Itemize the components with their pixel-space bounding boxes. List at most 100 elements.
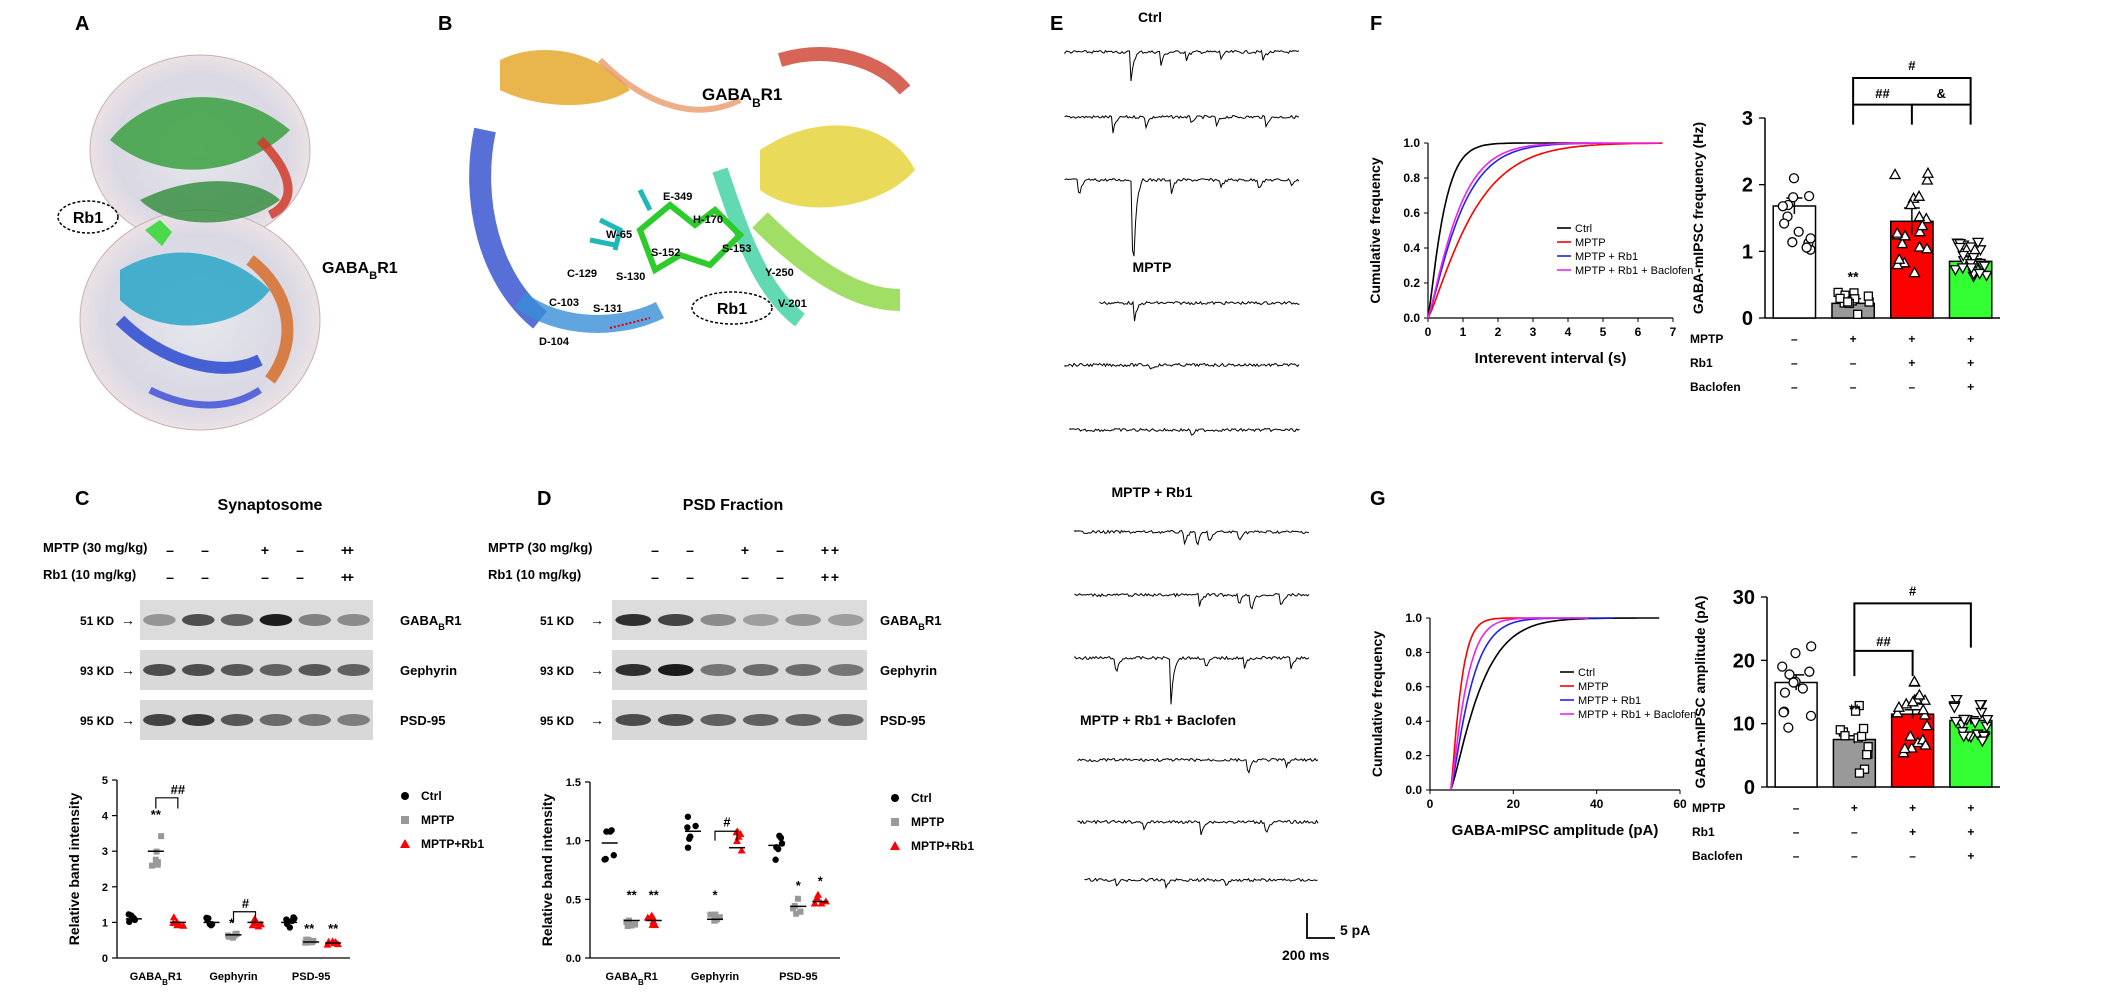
sig-bracket <box>232 911 257 923</box>
residue-c103: C-103 <box>549 297 579 309</box>
treatment-sign: – <box>686 542 694 558</box>
cdf-line <box>1450 617 1589 791</box>
blot-band <box>220 714 254 726</box>
data-point <box>154 859 161 866</box>
data-point <box>624 923 631 930</box>
data-point <box>1973 268 1986 280</box>
y-tick-label: 2 <box>1742 175 1753 197</box>
y-tick-label: 4 <box>102 811 109 823</box>
data-point <box>1777 661 1788 672</box>
data-point <box>1913 210 1926 222</box>
blot-band <box>657 614 694 626</box>
y-tick-label: 0.8 <box>1405 645 1422 659</box>
sig-stars: ** <box>304 921 315 936</box>
protein-surface-illustration <box>79 54 321 431</box>
sig-stars: ** <box>649 887 660 902</box>
data-point <box>794 895 801 902</box>
binding-site-illustration <box>469 40 920 333</box>
data-point <box>1980 270 1993 282</box>
data-point <box>1964 242 1977 254</box>
cdf-line <box>1427 142 1663 319</box>
data-point <box>1976 736 1989 748</box>
y-tick-label: 1 <box>102 917 108 929</box>
data-point <box>1853 309 1863 319</box>
sig-stars: * <box>229 916 235 931</box>
legend-label: Ctrl <box>1575 223 1592 235</box>
data-point <box>625 919 632 926</box>
data-point <box>1805 233 1816 244</box>
blot-band <box>785 664 822 676</box>
treatment-sign: – <box>296 542 304 558</box>
d-blot-3 <box>612 700 867 740</box>
treatment-sign: + <box>1850 332 1857 346</box>
residue-y250: Y-250 <box>765 267 794 279</box>
treatment-sign: – <box>1850 356 1857 370</box>
x-tick-label: 0 <box>1425 325 1432 339</box>
blot-band <box>298 614 332 626</box>
treatment-sign: – <box>166 542 174 558</box>
treatment-sign: + <box>1967 380 1974 394</box>
blot-band <box>181 664 215 676</box>
data-point <box>1858 723 1869 734</box>
mipsc-trace <box>1077 757 1319 774</box>
sig-stars: ** <box>1848 268 1859 284</box>
data-point <box>1835 293 1845 304</box>
data-point <box>1896 237 1909 249</box>
data-point <box>1784 669 1795 680</box>
cdf-line <box>1450 617 1660 791</box>
residue-s131: S-131 <box>593 303 622 315</box>
blot-band <box>337 664 370 676</box>
y-axis-label: Cumulative frequency <box>1369 631 1385 777</box>
data-point <box>1788 173 1800 184</box>
panel-g: G 0.0 0.2 0.4 0.6 0.8 1.0 0 20 40 60 GABA-mIPSC am… <box>1369 488 2000 863</box>
residue-s152: S-152 <box>651 247 680 259</box>
c-band-chart: 0 1 2 3 4 5 Relative band intensity GABABR1 Geph… <box>66 775 484 987</box>
data-point <box>1893 252 1906 264</box>
blot-band <box>181 714 215 726</box>
treatment-row-label: Rb1 <box>1690 356 1713 370</box>
treatment-sign: – <box>1909 849 1916 863</box>
bar <box>1774 681 1818 788</box>
panel-letter-b: B <box>438 13 452 35</box>
sig-bracket <box>714 830 738 841</box>
sig-bracket <box>155 797 179 809</box>
data-point <box>1917 703 1930 715</box>
sig-hash: # <box>1908 58 1916 73</box>
treatment-sign: – <box>686 569 694 585</box>
f-cdf-chart: 0.0 0.2 0.4 0.6 0.8 1.0 0 1 2 3 4 5 6 7 Interevent int… <box>1367 136 1693 367</box>
data-point <box>684 824 691 831</box>
d-protein-2: Gephyrin <box>880 663 937 678</box>
treatment-sign: + <box>1851 801 1858 815</box>
c-marker-1: 51 KD <box>80 614 114 628</box>
treatment-sign: + <box>1967 801 1974 815</box>
blot-band <box>615 614 652 626</box>
sig-stars: * <box>818 873 824 888</box>
residue-h170: H-170 <box>693 214 723 226</box>
residue-e349: E-349 <box>663 191 692 203</box>
sig-stars: * <box>796 878 802 893</box>
e-group-mptp: MPTP <box>1133 259 1172 275</box>
blot-band <box>827 714 864 726</box>
y-tick-label: 10 <box>1733 714 1755 736</box>
category-label: Gephyrin <box>209 971 258 983</box>
sig-hash: ## <box>1876 634 1891 649</box>
gababr1-label-a: GABABR1 <box>322 260 398 282</box>
d-blots <box>612 600 867 740</box>
treatment-sign: + <box>1908 332 1915 346</box>
data-point <box>1908 675 1921 687</box>
data-point <box>1968 717 1982 729</box>
treatment-sign: + <box>346 569 354 585</box>
c-arrow-1: → <box>121 612 135 628</box>
data-point <box>737 846 746 854</box>
blot-band <box>827 664 864 676</box>
treatment-sign: – <box>651 542 659 558</box>
data-point <box>1856 731 1867 742</box>
data-point <box>1806 641 1817 652</box>
treatment-sign: – <box>741 569 749 585</box>
blot-band <box>615 664 652 676</box>
y-tick-label: 0 <box>1742 308 1753 330</box>
treatment-sign: – <box>1791 356 1798 370</box>
data-point <box>1790 647 1801 659</box>
data-point <box>1777 201 1788 212</box>
data-point <box>610 852 617 859</box>
